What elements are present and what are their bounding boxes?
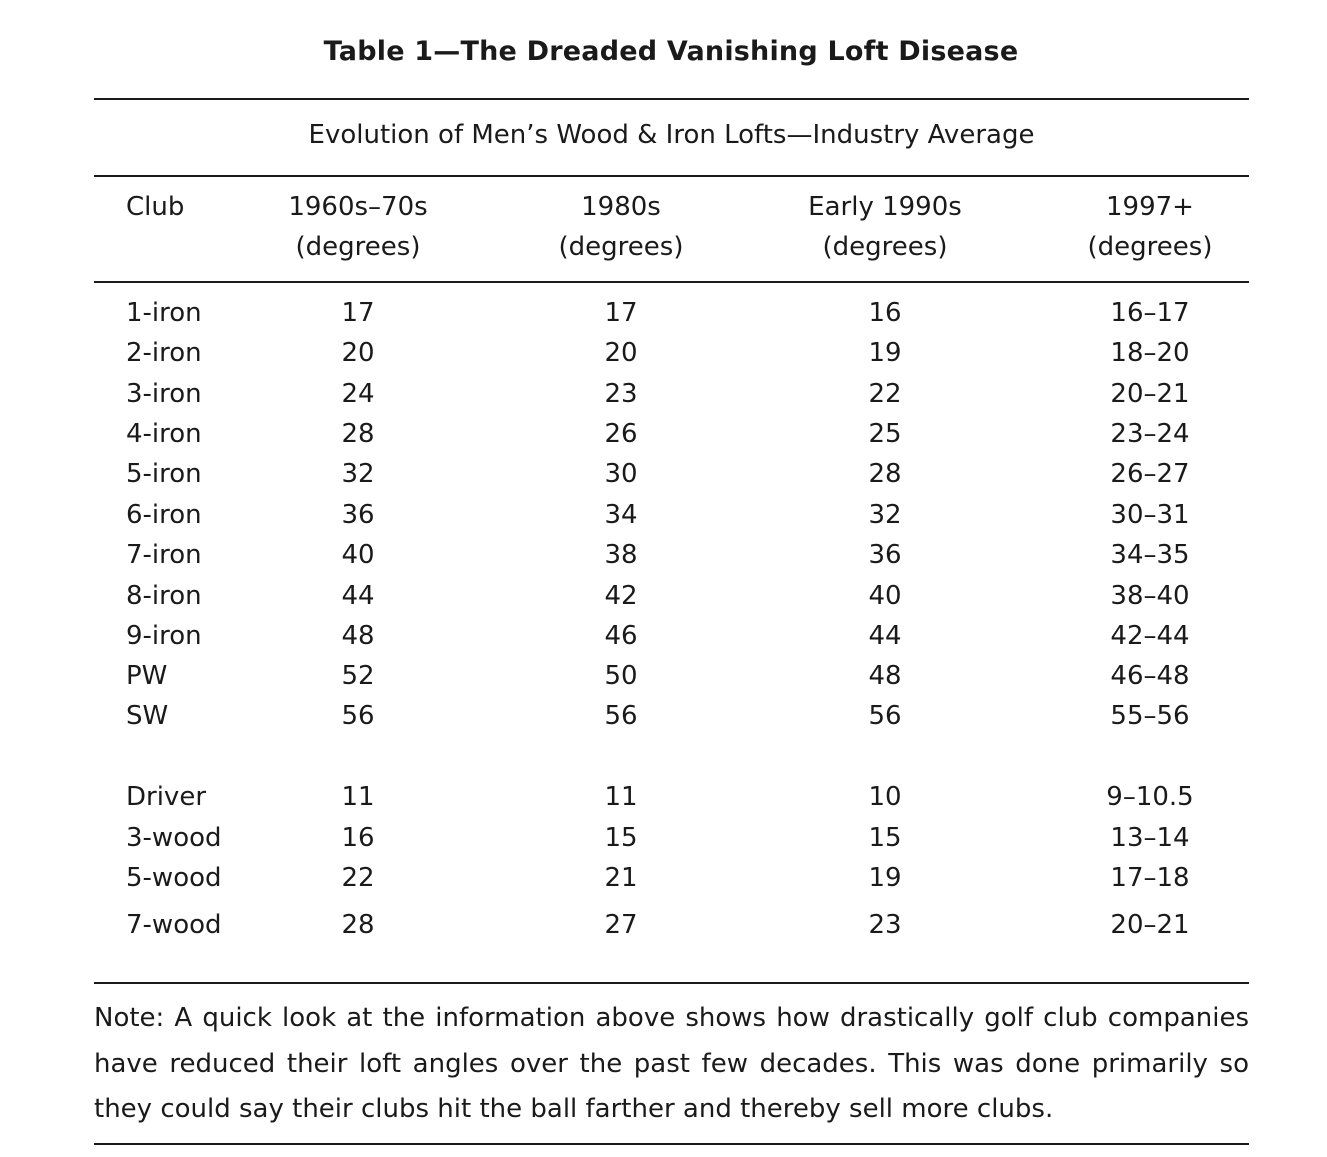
loft-value-cell: 38: [604, 540, 638, 570]
loft-value-cell: 40: [341, 540, 375, 570]
club-name-cell: 6-iron: [126, 500, 202, 530]
loft-value-cell: 46–48: [1110, 661, 1190, 691]
club-name-cell: SW: [126, 701, 169, 731]
loft-value-cell: 20: [341, 338, 375, 368]
loft-value-cell: 56: [341, 701, 375, 731]
loft-value-cell: 23–24: [1110, 419, 1190, 449]
club-name-cell: 5-wood: [126, 863, 222, 893]
column-header-line2: (degrees): [822, 232, 948, 262]
top-rule: [94, 98, 1249, 100]
club-name-cell: 2-iron: [126, 338, 202, 368]
loft-value-cell: 16–17: [1110, 298, 1190, 328]
loft-value-cell: 40: [868, 581, 902, 611]
loft-value-cell: 22: [868, 379, 902, 409]
table-title: Table 1—The Dreaded Vanishing Loft Disea…: [323, 36, 1019, 67]
loft-value-cell: 56: [868, 701, 902, 731]
column-header-line1: 1960s–70s: [288, 192, 428, 222]
column-header-1997-plus: 1997+ (degrees): [1040, 187, 1260, 267]
column-header-line1: Early 1990s: [808, 192, 962, 222]
loft-value-cell: 17–18: [1110, 863, 1190, 893]
note-rule: [94, 1143, 1249, 1145]
loft-value-cell: 17: [341, 298, 375, 328]
column-header-early-1990s: Early 1990s (degrees): [775, 187, 995, 267]
loft-value-cell: 46: [604, 621, 638, 651]
club-name-cell: PW: [126, 661, 168, 691]
column-header-line1: Club: [126, 192, 185, 222]
loft-value-cell: 36: [868, 540, 902, 570]
column-header-line1: 1997+: [1106, 192, 1194, 222]
loft-value-cell: 28: [341, 419, 375, 449]
column-header-1980s: 1980s (degrees): [511, 187, 731, 267]
loft-value-cell: 30: [604, 459, 638, 489]
bottom-rule: [94, 982, 1249, 984]
loft-value-cell: 18–20: [1110, 338, 1190, 368]
loft-value-cell: 48: [341, 621, 375, 651]
loft-value-cell: 23: [868, 910, 902, 940]
club-name-cell: 8-iron: [126, 581, 202, 611]
loft-value-cell: 15: [604, 823, 638, 853]
table-note: Note: A quick look at the information ab…: [94, 1003, 1249, 1124]
column-header-line2: (degrees): [1087, 232, 1213, 262]
club-name-cell: 3-iron: [126, 379, 202, 409]
loft-value-cell: 13–14: [1110, 823, 1190, 853]
loft-value-cell: 50: [604, 661, 638, 691]
loft-value-cell: 55–56: [1110, 701, 1190, 731]
loft-value-cell: 42: [604, 581, 638, 611]
loft-value-cell: 48: [868, 661, 902, 691]
loft-value-cell: 9–10.5: [1106, 782, 1194, 812]
loft-value-cell: 23: [604, 379, 638, 409]
loft-value-cell: 11: [341, 782, 375, 812]
loft-value-cell: 20: [604, 338, 638, 368]
loft-value-cell: 32: [868, 500, 902, 530]
loft-value-cell: 30–31: [1110, 500, 1190, 530]
loft-value-cell: 38–40: [1110, 581, 1190, 611]
loft-value-cell: 20–21: [1110, 910, 1190, 940]
loft-value-cell: 34: [604, 500, 638, 530]
loft-value-cell: 56: [604, 701, 638, 731]
loft-value-cell: 19: [868, 338, 902, 368]
loft-value-cell: 22: [341, 863, 375, 893]
column-header-line2: (degrees): [295, 232, 421, 262]
table-subtitle: Evolution of Men’s Wood & Iron Lofts—Ind…: [308, 120, 1035, 150]
loft-value-cell: 26–27: [1110, 459, 1190, 489]
loft-value-cell: 16: [868, 298, 902, 328]
loft-value-cell: 34–35: [1110, 540, 1190, 570]
club-name-cell: 3-wood: [126, 823, 222, 853]
loft-value-cell: 20–21: [1110, 379, 1190, 409]
loft-value-cell: 28: [868, 459, 902, 489]
club-name-cell: 5-iron: [126, 459, 202, 489]
loft-value-cell: 36: [341, 500, 375, 530]
loft-value-cell: 44: [868, 621, 902, 651]
club-name-cell: 4-iron: [126, 419, 202, 449]
column-header-line1: 1980s: [581, 192, 661, 222]
loft-value-cell: 28: [341, 910, 375, 940]
loft-value-cell: 27: [604, 910, 638, 940]
column-header-line2: (degrees): [558, 232, 684, 262]
column-header-1960s-70s: 1960s–70s (degrees): [248, 187, 468, 267]
column-header-club: Club: [126, 187, 184, 227]
club-name-cell: 9-iron: [126, 621, 202, 651]
loft-value-cell: 15: [868, 823, 902, 853]
club-name-cell: 7-wood: [126, 910, 222, 940]
loft-value-cell: 25: [868, 419, 902, 449]
loft-value-cell: 19: [868, 863, 902, 893]
loft-value-cell: 44: [341, 581, 375, 611]
loft-value-cell: 16: [341, 823, 375, 853]
loft-value-cell: 17: [604, 298, 638, 328]
header-rule: [94, 281, 1249, 283]
subtitle-rule: [94, 175, 1249, 177]
loft-value-cell: 52: [341, 661, 375, 691]
club-name-cell: 7-iron: [126, 540, 202, 570]
loft-value-cell: 26: [604, 419, 638, 449]
loft-value-cell: 24: [341, 379, 375, 409]
loft-value-cell: 32: [341, 459, 375, 489]
loft-value-cell: 42–44: [1110, 621, 1190, 651]
club-name-cell: 1-iron: [126, 298, 202, 328]
loft-value-cell: 10: [868, 782, 902, 812]
club-name-cell: Driver: [126, 782, 207, 812]
loft-value-cell: 11: [604, 782, 638, 812]
loft-value-cell: 21: [604, 863, 638, 893]
